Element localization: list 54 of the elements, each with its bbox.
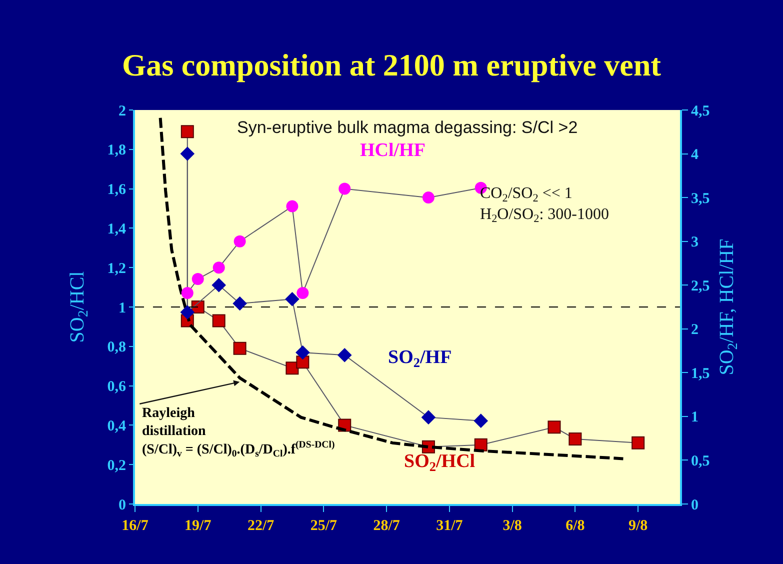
y-tick-label: 0,2 <box>107 458 126 474</box>
y-tick-label: 1,4 <box>107 221 126 238</box>
point <box>337 348 352 362</box>
series-label: HCl/HF <box>360 140 426 161</box>
x-tick-label: 22/7 <box>247 518 275 534</box>
point <box>568 432 582 446</box>
y-tick-label: 0,4 <box>107 418 126 434</box>
x-tick-label: 3/8 <box>502 518 522 534</box>
y2-tick-label: 2 <box>691 322 698 338</box>
y2-tick-label: 3,5 <box>691 190 710 207</box>
text: Rayleigh distillation (S/Cl)$_{v}$ = (S/Cl)$_{0}$.(D$_{s}$/D$_{Cl}$).f$^{(DS-DCl)}$ <box>142 406 335 460</box>
y2-tick-label: 4,5 <box>691 103 710 120</box>
y-tick-label: 0 <box>118 497 126 514</box>
point <box>296 356 310 369</box>
y-tick-label: 1 <box>118 300 126 316</box>
y2-tick-label: 1,5 <box>691 366 710 382</box>
point <box>212 314 226 328</box>
y2-tick-label: 0 <box>691 497 698 514</box>
point <box>422 192 434 204</box>
x-tick-label: 9/8 <box>628 518 648 534</box>
series-label: SO$_{2}$/HCl <box>404 451 476 474</box>
annotation: Syn-eruptive bulk magma degassing: S/Cl >2 <box>237 118 578 137</box>
y2-tick-label: 4 <box>691 147 699 164</box>
point <box>234 235 246 248</box>
point <box>232 296 247 311</box>
point <box>632 436 645 450</box>
text: CO$_{2}$/SO$_{2}$ << 1 H$_{2}$O/SO$_{2}$: 300-1000 <box>480 185 609 226</box>
y-tick-label: 2 <box>118 103 126 120</box>
y-tick-label: 1,2 <box>107 260 126 277</box>
point <box>421 410 436 424</box>
point <box>548 420 561 434</box>
point <box>296 345 310 360</box>
y-tick-label: 0,8 <box>107 340 126 356</box>
y-tick-label: 1,6 <box>107 182 126 198</box>
point <box>212 278 226 292</box>
x-tick-label: 16/7 <box>122 518 149 534</box>
point <box>212 262 225 274</box>
y-tick-label: 1,8 <box>107 142 126 159</box>
point <box>338 182 351 195</box>
point <box>192 272 204 285</box>
y2-tick-label: 3 <box>691 234 698 251</box>
series-label: SO$_{2}$/HF <box>388 347 452 370</box>
x-tick-label: 28/7 <box>373 518 400 534</box>
point <box>296 286 309 299</box>
x-tick-label: 6/8 <box>566 518 585 534</box>
y2-tick-label: 1 <box>691 410 698 426</box>
chart-title: Gas composition at 2100 m eruptive vent <box>122 48 662 83</box>
x-tick-label: 25/7 <box>310 518 338 534</box>
x-tick-label: 31/7 <box>436 518 464 534</box>
x-tick-label: 19/7 <box>184 518 212 534</box>
y2-tick-label: 2,5 <box>691 278 710 294</box>
point <box>233 342 246 355</box>
y2-tick-label: 0,5 <box>691 453 710 470</box>
y-tick-label: 0,6 <box>107 379 126 396</box>
